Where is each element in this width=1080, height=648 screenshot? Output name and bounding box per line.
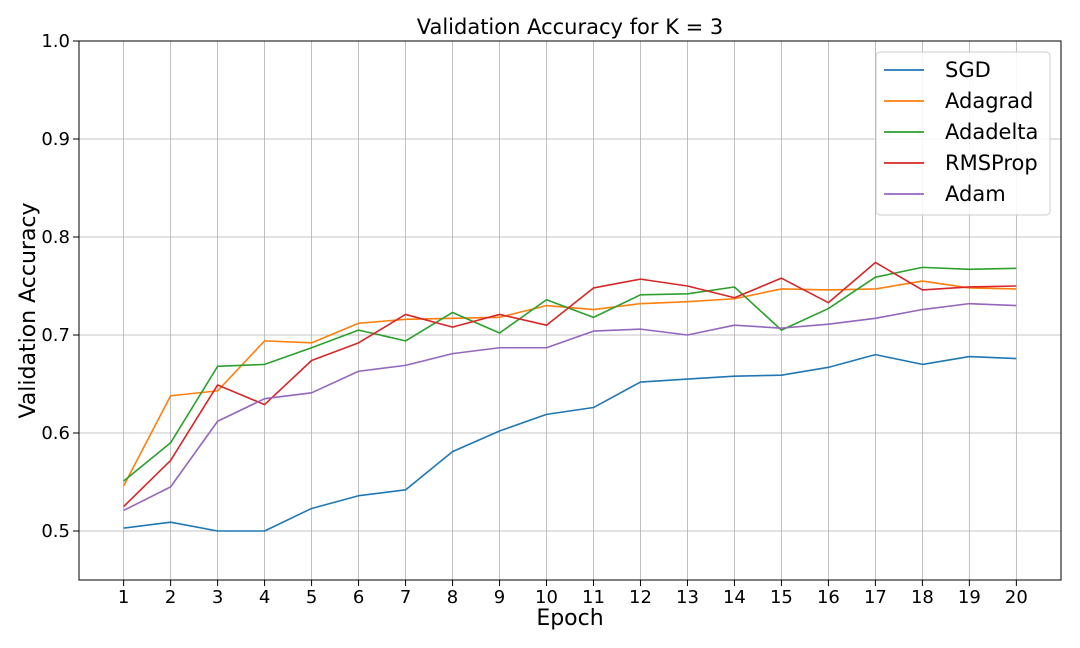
legend-label: Adam xyxy=(945,182,1006,206)
x-tick-label: 10 xyxy=(535,587,558,608)
x-tick-label: 12 xyxy=(629,587,652,608)
x-tick-label: 9 xyxy=(494,587,505,608)
x-tick-label: 13 xyxy=(676,587,699,608)
x-tick-label: 16 xyxy=(817,587,840,608)
series-layer xyxy=(122,261,1017,532)
x-tick-label: 6 xyxy=(353,587,364,608)
x-tick-label: 15 xyxy=(770,587,793,608)
legend-label: Adadelta xyxy=(945,120,1038,144)
y-axis-title: Validation Accuracy xyxy=(16,202,41,418)
legend: SGD Adagrad Adadelta RMSProp Adam xyxy=(875,51,1051,216)
y-tick-label: 0.5 xyxy=(41,521,70,542)
y-tick-label: 0.7 xyxy=(41,325,70,346)
chart-title: Validation Accuracy for K = 3 xyxy=(417,15,724,39)
legend-label: SGD xyxy=(945,58,991,82)
ticks: 1 2 3 4 5 6 7 8 9 10 11 12 13 14 15 16 17 18 19 200.50.60.7… xyxy=(41,31,1027,608)
y-tick-label: 0.8 xyxy=(41,227,70,248)
y-tick-label: 0.6 xyxy=(41,423,70,444)
series-line-adadelta xyxy=(123,266,1017,482)
series-line-adam xyxy=(123,302,1017,512)
legend-box xyxy=(875,51,1051,216)
series-line-sgd xyxy=(123,353,1017,532)
x-tick-label: 8 xyxy=(447,587,458,608)
x-tick-label: 20 xyxy=(1005,587,1028,608)
legend-label: Adagrad xyxy=(945,89,1033,113)
x-tick-label: 4 xyxy=(259,587,270,608)
x-tick-label: 2 xyxy=(165,587,176,608)
x-tick-label: 11 xyxy=(582,587,605,608)
x-tick-label: 1 xyxy=(118,587,129,608)
x-tick-label: 5 xyxy=(306,587,317,608)
y-tick-label: 0.9 xyxy=(41,129,70,150)
x-tick-label: 17 xyxy=(864,587,887,608)
x-tick-label: 18 xyxy=(911,587,934,608)
plot-frame xyxy=(78,40,1062,581)
x-tick-label: 14 xyxy=(723,587,746,608)
x-tick-label: 19 xyxy=(958,587,981,608)
y-tick-label: 1.0 xyxy=(41,31,70,52)
x-tick-label: 3 xyxy=(212,587,223,608)
legend-label: RMSProp xyxy=(945,151,1038,175)
x-axis-title: Epoch xyxy=(536,606,603,631)
x-tick-label: 7 xyxy=(400,587,411,608)
